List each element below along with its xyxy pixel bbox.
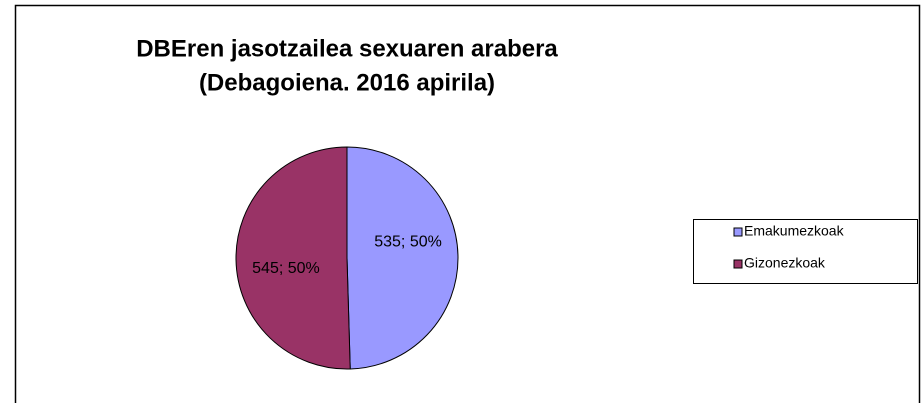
legend-label: Gizonezkoak <box>744 255 826 271</box>
chart-subtitle: (Debagoiena. 2016 apirila) <box>199 69 495 96</box>
legend-box <box>693 219 918 284</box>
chart-border <box>14 4 921 403</box>
pie-slice <box>346 146 459 370</box>
legend-label: Emakumezkoak <box>744 223 845 239</box>
legend-swatch <box>733 227 743 237</box>
legend-swatch <box>733 259 743 269</box>
chart-title: DBEren jasotzailea sexuaren arabera <box>136 35 558 62</box>
pie-slice <box>235 146 351 370</box>
slice-label: 545; 50% <box>252 260 320 277</box>
slice-label: 535; 50% <box>374 233 442 250</box>
